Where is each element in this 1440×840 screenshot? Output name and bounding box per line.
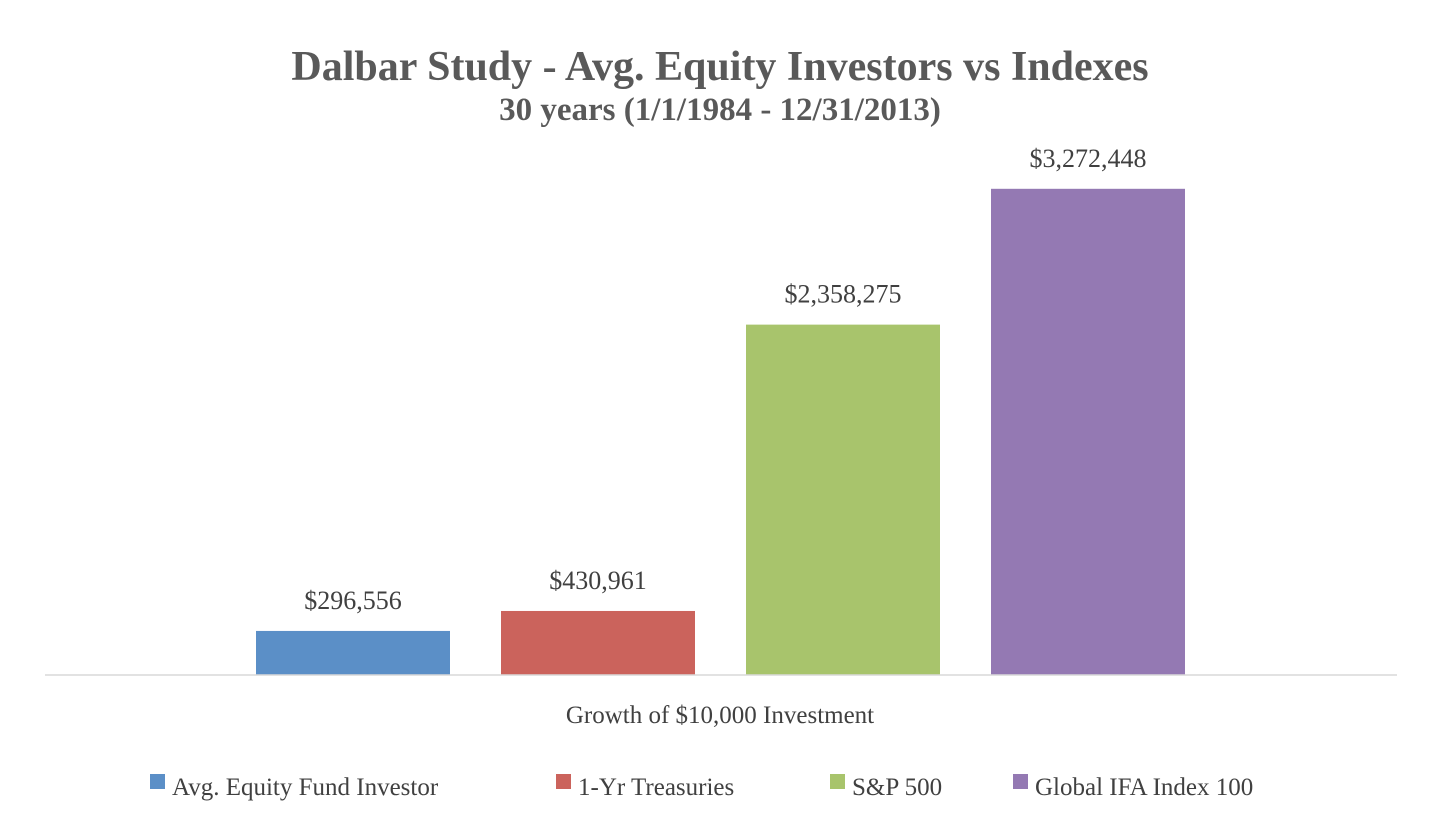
legend-label-1: Avg. Equity Fund Investor	[172, 774, 439, 801]
legend-label-2: 1-Yr Treasuries	[578, 774, 734, 801]
legend-swatch-4	[1013, 774, 1028, 789]
bar-2	[501, 610, 695, 675]
legend-swatch-1	[150, 774, 165, 789]
data-labels-layer: $296,556 $430,961 $2,358,275 $3,272,448	[304, 144, 1146, 615]
chart-title: Dalbar Study - Avg. Equity Investors vs …	[291, 44, 1148, 90]
legend-label-3: S&P 500	[852, 774, 942, 801]
legend-item-1: Avg. Equity Fund Investor	[150, 774, 439, 801]
x-axis-label: Growth of $10,000 Investment	[566, 702, 874, 729]
bar-1	[256, 630, 450, 675]
legend-swatch-2	[556, 774, 571, 789]
bar-4	[991, 188, 1185, 675]
legend-item-3: S&P 500	[830, 774, 942, 801]
legend-item-4: Global IFA Index 100	[1013, 774, 1253, 801]
legend-swatch-3	[830, 774, 845, 789]
data-label-1: $296,556	[304, 586, 402, 615]
bar-3	[746, 324, 940, 675]
legend-label-4: Global IFA Index 100	[1035, 774, 1253, 801]
chart-subtitle: 30 years (1/1/1984 - 12/31/2013)	[499, 92, 941, 128]
data-label-3: $2,358,275	[785, 280, 902, 309]
data-label-4: $3,272,448	[1030, 144, 1147, 173]
bars-layer	[256, 188, 1185, 675]
data-label-2: $430,961	[549, 566, 647, 595]
legend-item-2: 1-Yr Treasuries	[556, 774, 734, 801]
legend: Avg. Equity Fund Investor 1-Yr Treasuries…	[150, 774, 1253, 801]
